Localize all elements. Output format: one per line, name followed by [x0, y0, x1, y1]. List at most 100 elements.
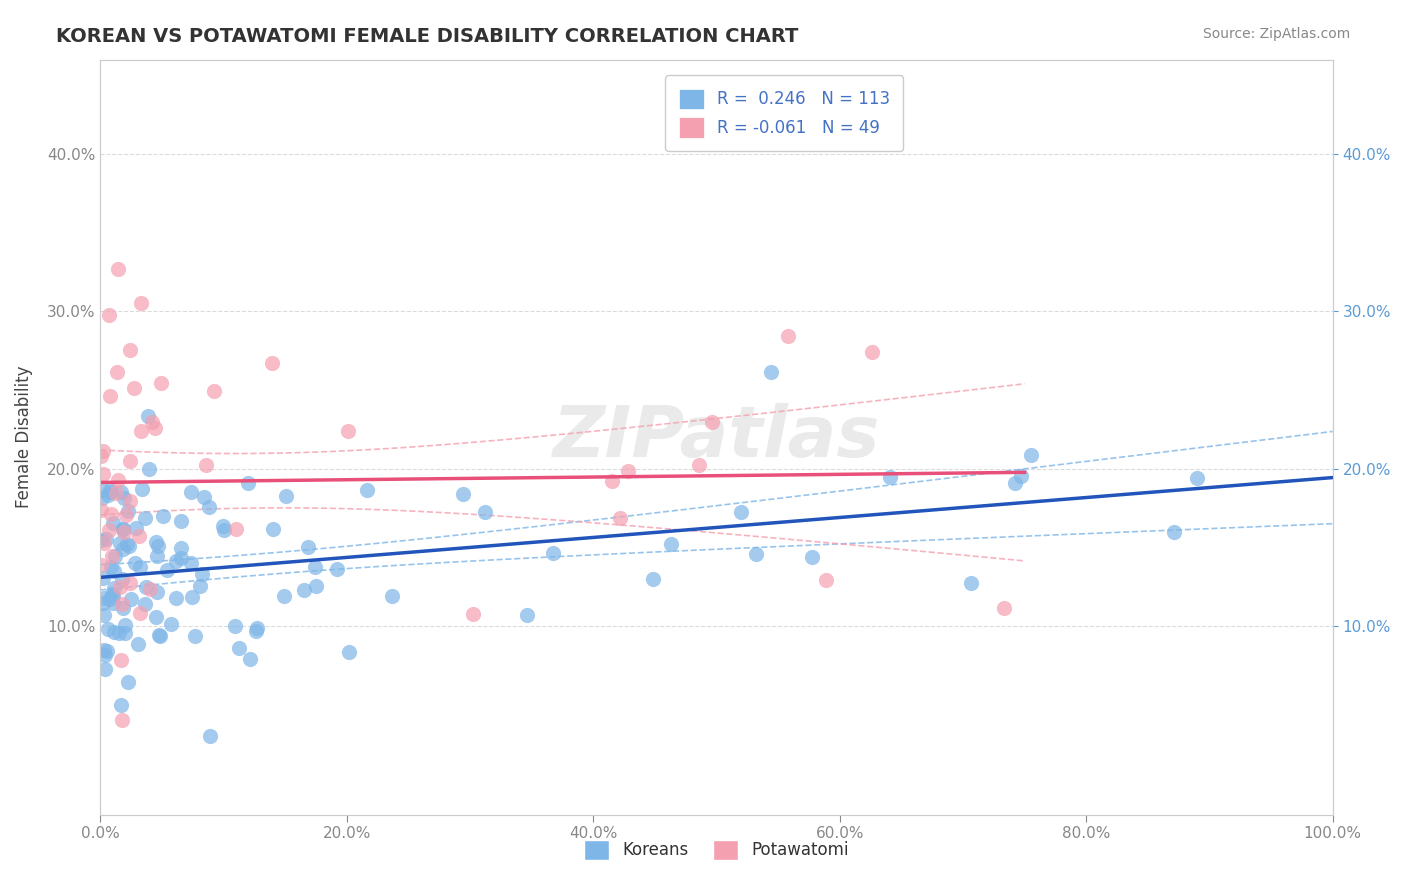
Point — [245, 624, 267, 639]
Point — [165, 591, 187, 605]
Point — [461, 607, 484, 621]
Point — [146, 539, 169, 553]
Point — [93, 607, 115, 622]
Point — [188, 579, 211, 593]
Point — [292, 582, 315, 597]
Point — [193, 490, 215, 504]
Point — [1187, 471, 1209, 485]
Point — [160, 616, 183, 631]
Point — [117, 675, 139, 690]
Point — [101, 596, 124, 610]
Point — [141, 415, 163, 429]
Text: ZIPatlas: ZIPatlas — [553, 402, 880, 472]
Point — [212, 523, 235, 537]
Point — [90, 449, 112, 463]
Point — [100, 560, 122, 574]
Point — [274, 489, 297, 503]
Point — [262, 522, 284, 536]
Point — [730, 505, 752, 519]
Point — [108, 535, 131, 549]
Point — [143, 421, 166, 435]
Point — [860, 345, 883, 359]
Point — [260, 356, 283, 370]
Point — [103, 565, 125, 579]
Point — [97, 308, 120, 322]
Point — [246, 621, 269, 635]
Legend: R =  0.246   N = 113, R = -0.061   N = 49: R = 0.246 N = 113, R = -0.061 N = 49 — [665, 76, 904, 151]
Point — [114, 491, 136, 505]
Point — [93, 591, 115, 605]
Point — [180, 485, 202, 500]
Point — [108, 580, 131, 594]
Y-axis label: Female Disability: Female Disability — [15, 366, 32, 508]
Point — [381, 589, 404, 603]
Point — [134, 511, 156, 525]
Point — [131, 483, 153, 497]
Point — [541, 546, 564, 560]
Point — [97, 488, 120, 502]
Point — [110, 713, 132, 727]
Point — [112, 522, 135, 536]
Point — [152, 509, 174, 524]
Point — [129, 296, 152, 310]
Point — [138, 409, 160, 424]
Point — [100, 389, 122, 403]
Point — [107, 365, 129, 379]
Point — [101, 549, 124, 564]
Point — [959, 575, 981, 590]
Point — [114, 626, 136, 640]
Point — [745, 547, 768, 561]
Point — [101, 589, 124, 603]
Point — [100, 507, 122, 521]
Point — [180, 556, 202, 570]
Point — [211, 519, 233, 533]
Point — [879, 470, 901, 484]
Point — [238, 476, 260, 491]
Point — [118, 575, 141, 590]
Point — [111, 597, 134, 611]
Point — [114, 617, 136, 632]
Point — [191, 566, 214, 581]
Point — [1010, 469, 1032, 483]
Point — [148, 628, 170, 642]
Point — [1163, 524, 1185, 539]
Point — [170, 514, 193, 528]
Point — [91, 596, 114, 610]
Point — [139, 582, 162, 596]
Point — [98, 591, 121, 606]
Point — [100, 587, 122, 601]
Point — [111, 541, 134, 556]
Point — [516, 608, 538, 623]
Point — [100, 484, 122, 499]
Point — [98, 483, 121, 497]
Point — [474, 505, 496, 519]
Point — [1019, 448, 1042, 462]
Point — [149, 376, 172, 391]
Point — [688, 458, 710, 472]
Point — [90, 533, 112, 547]
Point — [759, 365, 782, 379]
Point — [107, 626, 129, 640]
Point — [451, 487, 474, 501]
Point — [128, 606, 150, 620]
Point — [90, 558, 112, 573]
Point — [128, 529, 150, 543]
Point — [170, 541, 193, 555]
Point — [778, 329, 800, 343]
Point — [225, 522, 247, 536]
Point — [96, 643, 118, 657]
Point — [184, 629, 207, 643]
Point — [90, 503, 112, 517]
Point — [112, 601, 135, 615]
Point — [97, 524, 120, 538]
Point — [118, 453, 141, 467]
Point — [224, 619, 246, 633]
Point — [815, 573, 838, 587]
Point — [800, 550, 823, 565]
Point — [198, 500, 221, 515]
Point — [993, 601, 1015, 615]
Point — [356, 483, 378, 497]
Point — [135, 580, 157, 594]
Point — [103, 625, 125, 640]
Point — [91, 483, 114, 497]
